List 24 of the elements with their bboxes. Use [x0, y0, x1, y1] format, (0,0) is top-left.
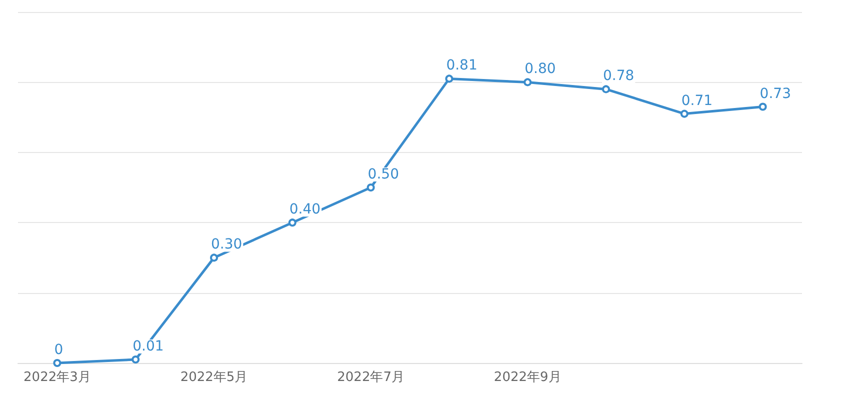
data-label: 0.80: [524, 61, 556, 78]
point: [366, 184, 375, 192]
point: [524, 78, 532, 86]
data-label: 0.71: [681, 92, 713, 109]
x-tick-label: 2022年5月: [180, 370, 248, 385]
x-tick-label: 2022年7月: [337, 370, 404, 385]
x-tick-label: 2022年3月: [24, 370, 91, 385]
data-label: 0: [54, 342, 64, 358]
point: [210, 254, 218, 262]
data-label: 0.81: [446, 58, 478, 74]
data-label: 0.73: [760, 86, 791, 102]
point: [602, 85, 610, 94]
data-label: 0.30: [211, 236, 242, 253]
x-tick-label: 2022年9月: [494, 370, 562, 385]
point: [680, 110, 688, 118]
data-label: 0.01: [132, 338, 164, 354]
point: [288, 218, 296, 227]
data-label: 0.40: [289, 202, 321, 218]
point: [445, 74, 454, 83]
data-label: 0.78: [603, 68, 634, 84]
data-label: 0.50: [368, 166, 399, 182]
point: [758, 102, 767, 111]
point: [53, 359, 62, 367]
point: [132, 355, 140, 364]
